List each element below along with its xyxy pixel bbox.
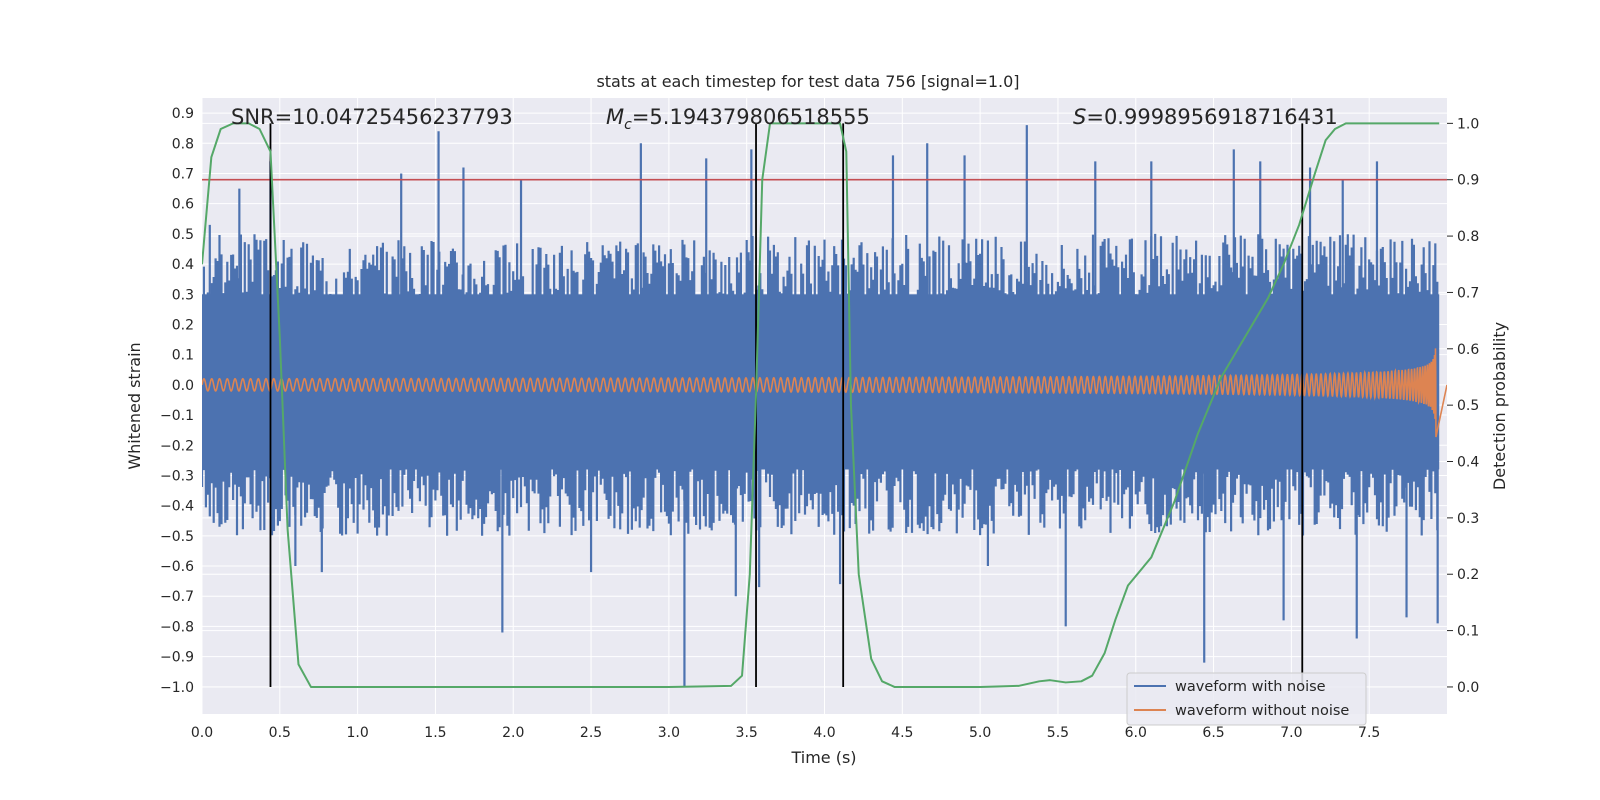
x-tick-label: 0.0	[191, 725, 213, 741]
y-tick-label: 0.0	[172, 378, 194, 394]
score-annotation: S=0.9998956918716431	[1073, 105, 1338, 129]
y-tick-label: −0.7	[160, 589, 194, 605]
chirp-mass-value: =5.194379806518555	[632, 105, 870, 129]
y2-tick-label: 1.0	[1457, 116, 1479, 132]
y-tick-label: −0.5	[160, 529, 194, 545]
y-tick-label: 0.7	[172, 166, 194, 182]
x-tick-label: 7.5	[1358, 725, 1380, 741]
y2-axis-ticks: 1.0 0.9 0.8 0.7 0.6 0.5 0.4 0.3 0.2 0.1 0.0	[1447, 116, 1479, 696]
y-axis-label: Whitened strain	[125, 342, 144, 469]
y2-tick-label: 0.1	[1457, 624, 1479, 640]
chirp-mass-annotation: Mc=5.194379806518555	[606, 105, 870, 133]
legend-label-clean: waveform without noise	[1175, 703, 1349, 719]
x-tick-label: 2.5	[580, 725, 602, 741]
x-tick-label: 7.0	[1280, 725, 1302, 741]
series-detection-probability	[202, 122, 1440, 688]
snr-annotation: SNR=10.04725456237793	[231, 105, 513, 129]
y-tick-label: 0.3	[172, 287, 194, 303]
y-tick-label: −0.4	[160, 499, 194, 515]
y2-tick-label: 0.2	[1457, 567, 1479, 583]
y-tick-label: −0.2	[160, 438, 194, 454]
score-symbol: S	[1073, 105, 1086, 129]
x-tick-label: 0.5	[269, 725, 291, 741]
y-tick-label: −0.3	[160, 468, 194, 484]
y-tick-label: −0.6	[160, 559, 194, 575]
score-value: =0.9998956918716431	[1086, 105, 1337, 129]
y2-tick-label: 0.3	[1457, 511, 1479, 527]
y-tick-label: 0.8	[172, 136, 194, 152]
y-tick-label: 0.5	[172, 227, 194, 243]
x-tick-label: 6.0	[1125, 725, 1147, 741]
x-tick-label: 6.5	[1202, 725, 1224, 741]
x-tick-label: 4.5	[891, 725, 913, 741]
chirp-mass-subscript: c	[624, 117, 632, 133]
x-tick-label: 5.5	[1047, 725, 1069, 741]
x-tick-label: 5.0	[969, 725, 991, 741]
y2-tick-label: 0.5	[1457, 398, 1479, 414]
y2-tick-label: 0.4	[1457, 455, 1479, 471]
y-tick-label: 0.6	[172, 197, 194, 213]
chirp-mass-symbol: M	[606, 105, 624, 129]
y-tick-label: −0.9	[160, 650, 194, 666]
y2-tick-label: 0.0	[1457, 680, 1479, 696]
y-axis-ticks: 0.9 0.8 0.7 0.6 0.5 0.4 0.3 0.2 0.1 0.0 −0.1 −0.2 −0…	[160, 106, 194, 696]
x-tick-label: 1.5	[424, 725, 446, 741]
legend-label-noise: waveform with noise	[1175, 679, 1326, 695]
chirp-trace	[202, 348, 1447, 438]
series-waveform-without-noise	[202, 348, 1447, 438]
legend: waveform with noise waveform without noi…	[1126, 672, 1367, 726]
y2-tick-label: 0.7	[1457, 285, 1479, 301]
x-tick-label: 3.0	[658, 725, 680, 741]
probability-trace	[202, 122, 1440, 688]
y-tick-label: 0.4	[172, 257, 194, 273]
x-axis-ticks: 0.0 0.5 1.0 1.5 2.0 2.5 3.0 3.5 4.0 4.5 5.0 5.5 6.0 6…	[191, 725, 1380, 741]
x-tick-label: 1.0	[346, 725, 368, 741]
y2-tick-label: 0.6	[1457, 342, 1479, 358]
x-axis-label: Time (s)	[790, 748, 856, 767]
y-tick-label: −0.1	[160, 408, 194, 424]
y2-axis-label: Detection probability	[1490, 322, 1509, 490]
y-tick-label: −0.8	[160, 619, 194, 635]
y-tick-label: 0.2	[172, 317, 194, 333]
y2-tick-label: 0.9	[1457, 173, 1479, 189]
legend-frame	[1126, 672, 1367, 726]
y-tick-label: 0.9	[172, 106, 194, 122]
x-tick-label: 2.0	[502, 725, 524, 741]
chart-title: stats at each timestep for test data 756…	[596, 72, 1019, 91]
x-tick-label: 4.0	[813, 725, 835, 741]
x-tick-label: 3.5	[736, 725, 758, 741]
y-tick-label: −1.0	[160, 680, 194, 696]
y2-tick-label: 0.8	[1457, 229, 1479, 245]
y-tick-label: 0.1	[172, 348, 194, 364]
